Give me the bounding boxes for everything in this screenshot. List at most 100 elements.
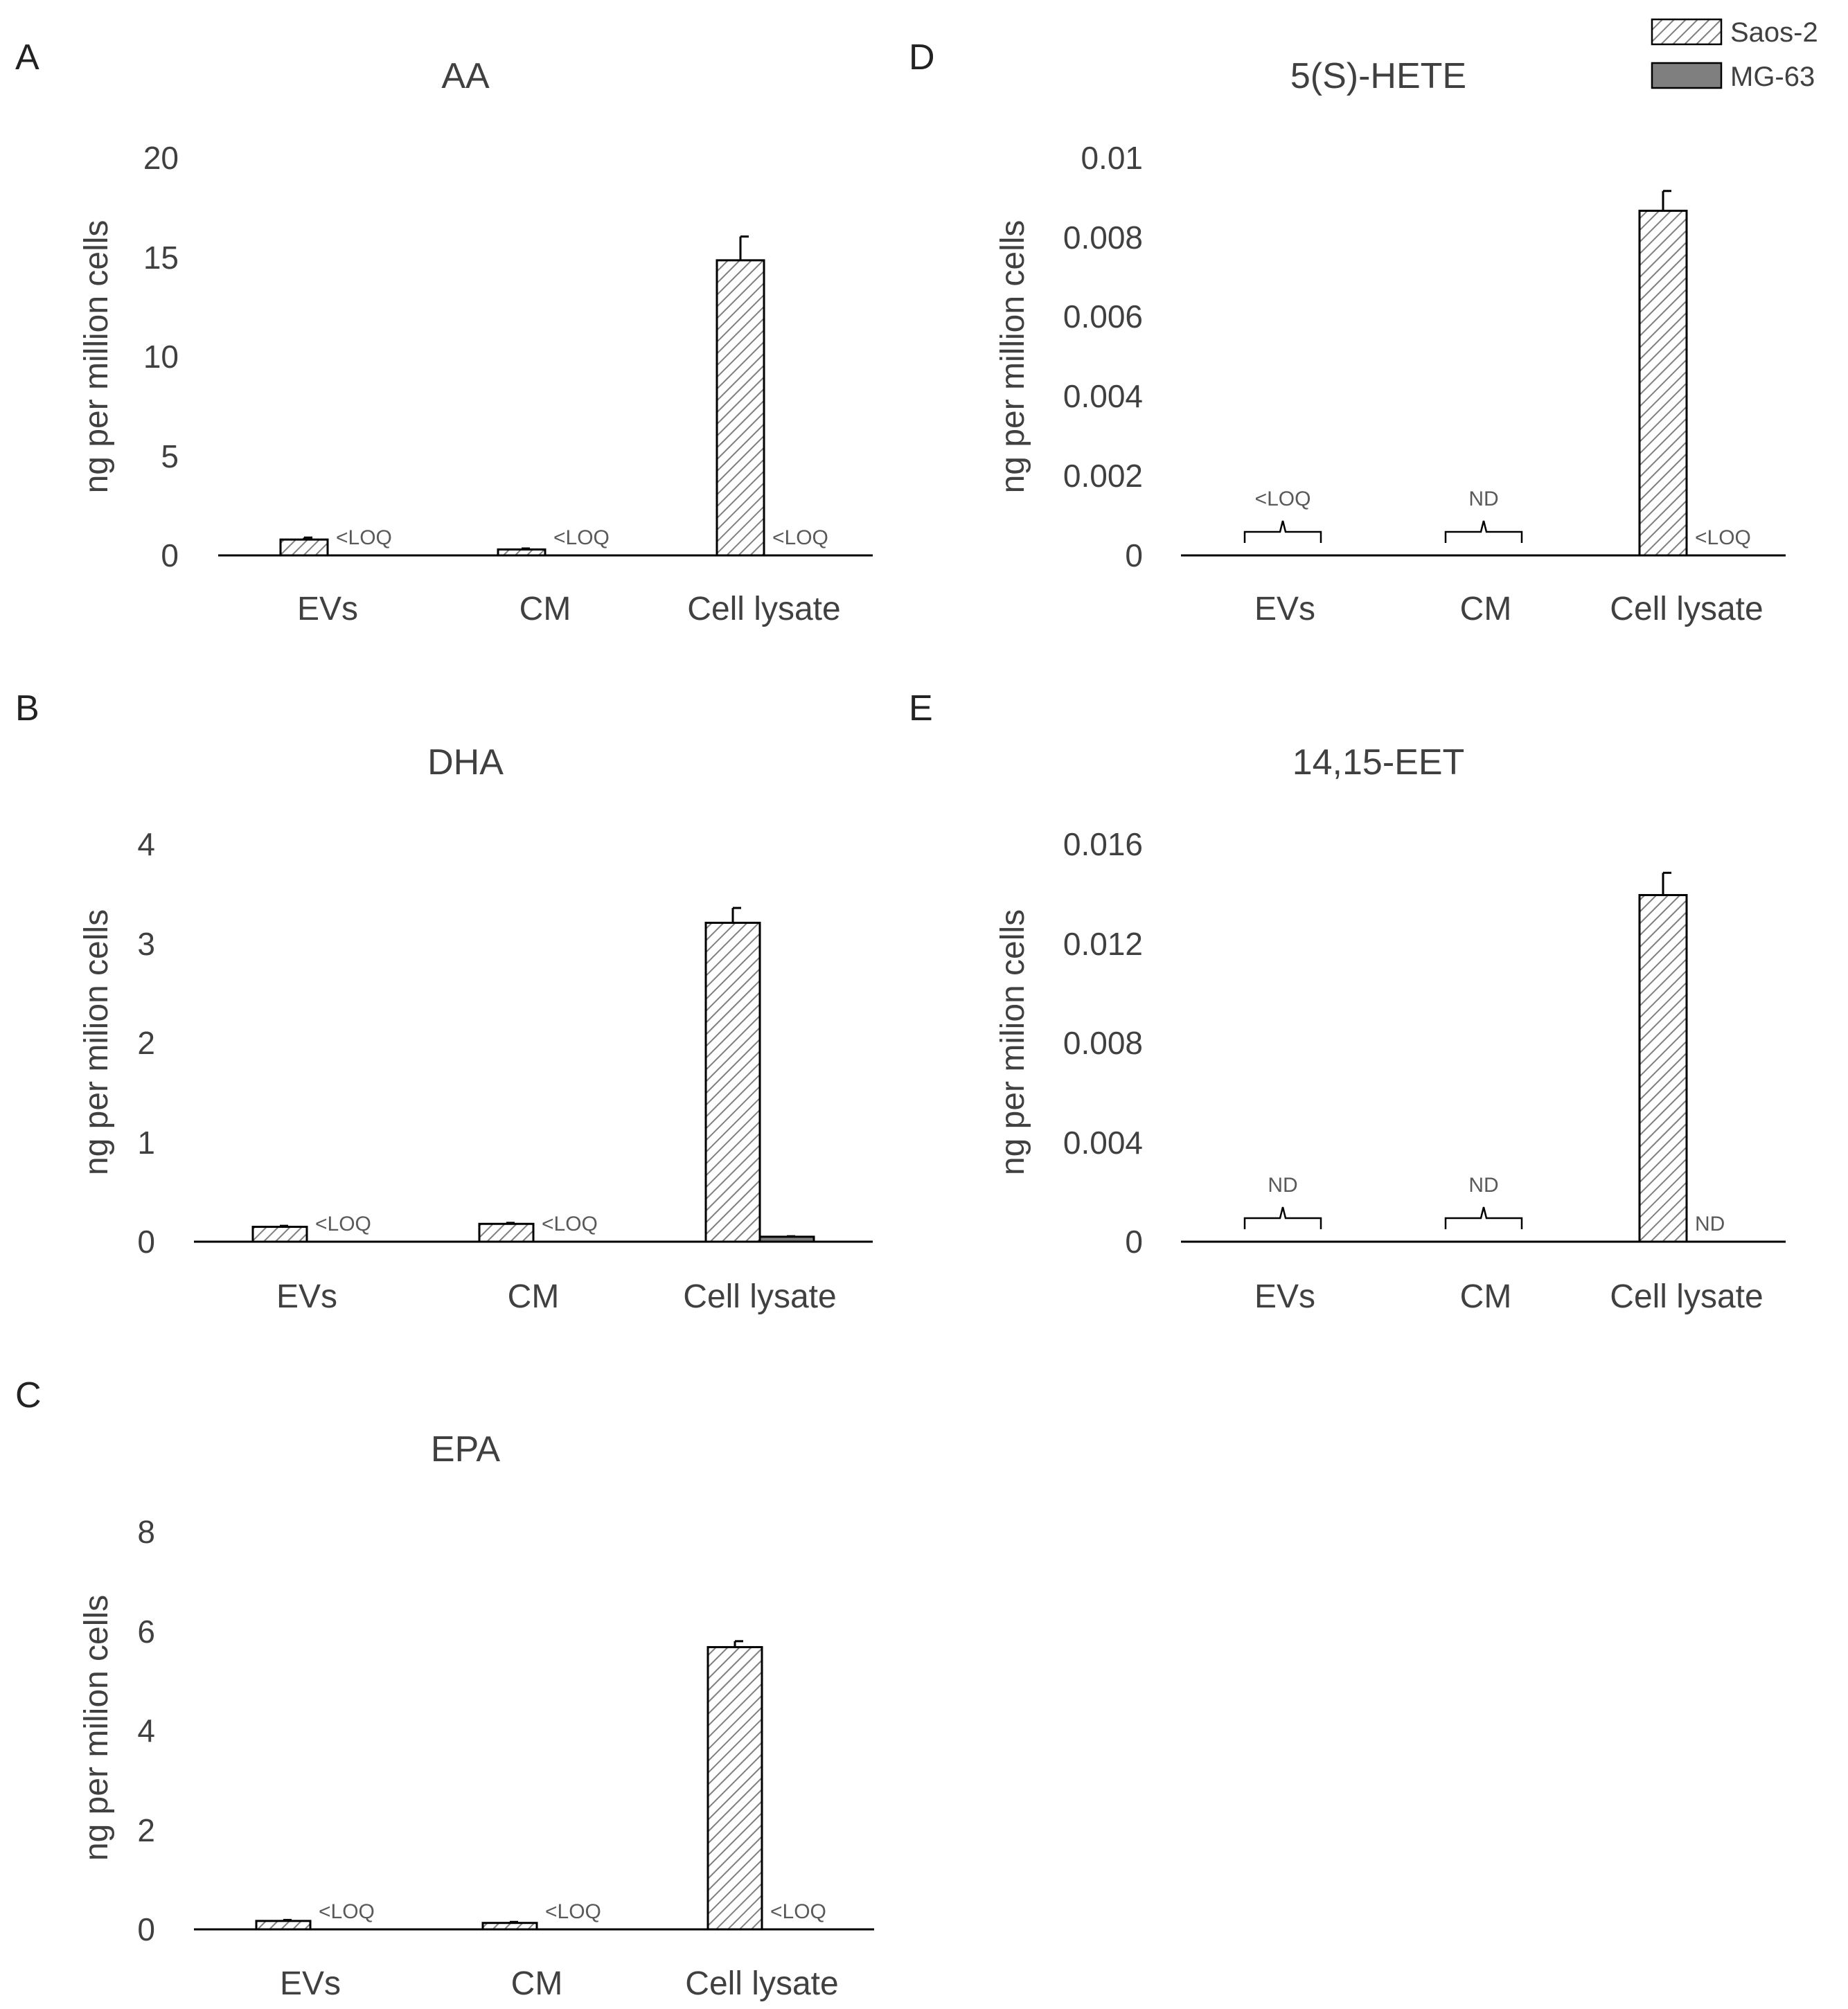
annotation-label: <LOQ (319, 1900, 375, 1923)
y-tick-label: 2 (137, 1025, 155, 1061)
y-ticks-e: 0 0.004 0.008 0.012 0.016 (1063, 826, 1143, 1260)
y-tick-label: 10 (143, 339, 179, 375)
y-tick-label: 0.002 (1063, 458, 1143, 494)
y-tick-label: 0 (1125, 1224, 1143, 1260)
y-axis-label-a: ng per million cells (78, 220, 115, 494)
y-tick-label: 15 (143, 240, 179, 276)
y-tick-label: 4 (137, 1713, 155, 1749)
y-ticks-b: 0 1 2 3 4 (137, 826, 155, 1260)
annotation-brace (1243, 1206, 1322, 1229)
x-category-label: Cell lysate (687, 591, 840, 627)
chart-title-d: 5(S)-HETE (1290, 56, 1466, 96)
y-tick-label: 0.004 (1063, 378, 1143, 414)
y-tick-label: 0 (137, 1224, 155, 1260)
y-axis-label-d: ng per million cells (995, 220, 1031, 494)
annotation-label: <LOQ (336, 526, 392, 549)
panel-b: B DHA ng per milion cells 0 1 2 3 4 <LOQ… (15, 688, 873, 1315)
annotation-brace (1243, 520, 1322, 543)
chart-title-e: 14,15-EET (1292, 742, 1465, 783)
panel-letter-a: A (15, 37, 39, 78)
bar-saos2 (279, 538, 329, 557)
y-tick-label: 6 (137, 1614, 155, 1650)
x-category-label: EVs (1254, 591, 1315, 627)
y-tick-label: 0.004 (1063, 1125, 1143, 1161)
bar-saos2 (478, 1222, 535, 1243)
panel-e: E 14,15-EET ng per milion cells 0 0.004 … (909, 688, 1786, 1315)
annotation-label: <LOQ (545, 1900, 601, 1923)
x-category-label: CM (508, 1278, 560, 1315)
y-tick-label: 0.016 (1063, 826, 1143, 862)
bar-saos2 (1638, 894, 1688, 1243)
annotation-brace (1444, 520, 1523, 543)
y-tick-label: 20 (143, 140, 179, 176)
y-tick-label: 4 (137, 826, 155, 862)
y-tick-label: 0.006 (1063, 298, 1143, 334)
x-category-label: Cell lysate (685, 1965, 838, 2002)
bar-saos2 (707, 1645, 763, 1931)
x-categories-e: EVs CM Cell lysate (1254, 1278, 1763, 1315)
annotation-label: ND (1695, 1213, 1725, 1235)
x-category-label: Cell lysate (1610, 591, 1763, 627)
x-category-label: Cell lysate (1610, 1278, 1763, 1315)
annotation-brace (1444, 1206, 1523, 1229)
y-tick-label: 1 (137, 1125, 155, 1161)
y-ticks-d: 0 0.002 0.004 0.006 0.008 0.01 (1063, 140, 1143, 573)
y-axis-label-c: ng per milion cells (78, 1595, 115, 1861)
annotation-label: ND (1268, 1174, 1297, 1197)
legend-swatch-saos2 (1651, 18, 1723, 46)
y-tick-label: 0.01 (1081, 140, 1143, 176)
x-category-label: EVs (297, 591, 358, 627)
legend-swatch-mg63 (1651, 62, 1723, 89)
y-tick-label: 3 (137, 926, 155, 962)
y-tick-label: 0.012 (1063, 926, 1143, 962)
panel-letter-c: C (15, 1375, 42, 1416)
x-categories-c: EVs CM Cell lysate (280, 1965, 839, 2002)
bar-saos2 (251, 1226, 308, 1243)
panel-d: D 5(S)-HETE ng per million cells 0 0.002… (909, 37, 1786, 627)
bars-d: <LOQ ND <LOQ (1243, 190, 1751, 557)
x-category-label: CM (519, 591, 571, 627)
y-tick-label: 5 (161, 438, 179, 474)
panel-letter-b: B (15, 688, 39, 729)
y-axis-label-b: ng per milion cells (78, 909, 115, 1175)
bars-c: <LOQ <LOQ <LOQ (255, 1640, 826, 1931)
bars-e: ND ND ND (1243, 871, 1725, 1243)
x-category-label: Cell lysate (683, 1278, 836, 1315)
panel-a: A AA ng per million cells 0 5 10 15 20 <… (15, 37, 873, 627)
annotation-label: <LOQ (542, 1213, 598, 1235)
annotation-label: <LOQ (772, 526, 828, 549)
y-tick-label: 8 (137, 1514, 155, 1550)
annotation-label: <LOQ (770, 1900, 826, 1923)
legend-label-mg63: MG-63 (1730, 62, 1815, 92)
bar-saos2 (704, 922, 761, 1243)
bar-saos2 (1638, 209, 1688, 557)
y-tick-label: 0.008 (1063, 1025, 1143, 1061)
bar-saos2 (255, 1920, 312, 1931)
bars-b: <LOQ <LOQ (251, 907, 815, 1243)
annotation-label: ND (1468, 1174, 1498, 1197)
y-tick-label: 0 (1125, 537, 1143, 573)
annotation-label: <LOQ (315, 1213, 371, 1235)
x-categories-a: EVs CM Cell lysate (297, 591, 841, 627)
y-tick-label: 0 (137, 1911, 155, 1947)
bar-saos2 (716, 259, 765, 557)
panel-letter-e: E (909, 688, 933, 729)
x-category-label: CM (511, 1965, 563, 2002)
annotation-label: <LOQ (553, 526, 610, 549)
x-category-label: CM (1460, 591, 1512, 627)
y-tick-label: 0 (161, 537, 179, 573)
y-tick-label: 0.008 (1063, 220, 1143, 256)
x-category-label: CM (1460, 1278, 1512, 1315)
legend-label-saos2: Saos-2 (1730, 17, 1818, 48)
x-category-label: EVs (276, 1278, 337, 1315)
chart-title-c: EPA (431, 1429, 501, 1470)
x-category-label: EVs (280, 1965, 341, 2002)
y-axis-label-e: ng per milion cells (995, 909, 1031, 1175)
legend: Saos-2 MG-63 (1651, 17, 1818, 92)
y-tick-label: 2 (137, 1812, 155, 1848)
annotation-label: <LOQ (1695, 526, 1751, 549)
annotation-label: <LOQ (1255, 488, 1311, 510)
x-category-label: EVs (1254, 1278, 1315, 1315)
y-ticks-a: 0 5 10 15 20 (143, 140, 179, 573)
annotation-label: ND (1468, 488, 1498, 510)
